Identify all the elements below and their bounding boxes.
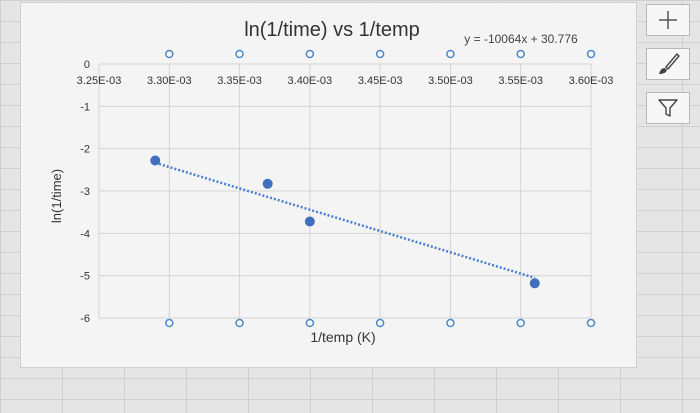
trendline-line: [154, 161, 536, 280]
y-tick-label: -3: [80, 186, 90, 198]
trendline-equation: y = -10064x + 30.776: [464, 32, 578, 46]
paintbrush-icon: [659, 52, 680, 74]
selection-handles[interactable]: [165, 49, 596, 328]
trendline: [154, 161, 536, 280]
resize-handle[interactable]: [165, 318, 174, 328]
resize-handle[interactable]: [235, 318, 244, 328]
chart-title: ln(1/time) vs 1/temp: [244, 19, 420, 41]
x-tick-label: 3.35E-03: [217, 75, 262, 87]
y-axis-title: ln(1/time): [49, 169, 64, 223]
chart-styles-button[interactable]: [646, 48, 690, 80]
resize-handle[interactable]: [305, 49, 315, 59]
chart-filters-button[interactable]: [646, 92, 690, 124]
x-tick-label: 3.40E-03: [288, 75, 333, 87]
y-tick-label: -1: [80, 101, 90, 113]
data-point: [529, 278, 540, 289]
filter-icon: [658, 99, 678, 117]
x-tick-label: 3.60E-03: [569, 75, 614, 87]
gridlines: [98, 63, 592, 319]
data-point: [262, 178, 273, 189]
resize-handle[interactable]: [235, 49, 244, 59]
tick-labels: 3.25E-03 3.30E-03 3.35E-03 3.40E-03 3.45E-03…: [77, 59, 614, 325]
chart-area[interactable]: 3.25E-03 3.30E-03 3.35E-03 3.40E-03 3.45E-03…: [20, 2, 637, 368]
y-tick-label: 0: [84, 59, 90, 71]
x-tick-label: 3.55E-03: [498, 75, 543, 87]
x-tick-label: 3.25E-03: [77, 75, 122, 87]
x-tick-label: 3.45E-03: [358, 75, 403, 87]
x-tick-label: 3.50E-03: [428, 75, 473, 87]
resize-handle[interactable]: [446, 318, 455, 328]
resize-handle[interactable]: [586, 318, 596, 328]
resize-handle[interactable]: [516, 49, 525, 59]
chart-elements-button[interactable]: [646, 4, 690, 36]
scatter-plot: 3.25E-03 3.30E-03 3.35E-03 3.40E-03 3.45E-03…: [49, 19, 614, 345]
plus-icon: [659, 11, 677, 29]
y-tick-label: -2: [80, 144, 90, 156]
resize-handle[interactable]: [516, 318, 525, 328]
y-tick-label: -5: [80, 271, 90, 283]
y-tick-label: -6: [80, 313, 90, 325]
resize-handle[interactable]: [375, 318, 385, 328]
data-point: [304, 216, 315, 227]
resize-handle[interactable]: [305, 318, 315, 328]
resize-handle[interactable]: [165, 49, 174, 59]
x-axis-title: 1/temp (K): [310, 329, 375, 345]
data-points: [150, 155, 540, 289]
y-tick-label: -4: [80, 228, 90, 240]
x-tick-label: 3.30E-03: [147, 75, 192, 87]
data-point: [150, 155, 161, 166]
chart-side-toolbar: [646, 4, 694, 136]
resize-handle[interactable]: [446, 49, 455, 59]
resize-handle[interactable]: [586, 49, 596, 59]
resize-handle[interactable]: [375, 49, 385, 59]
